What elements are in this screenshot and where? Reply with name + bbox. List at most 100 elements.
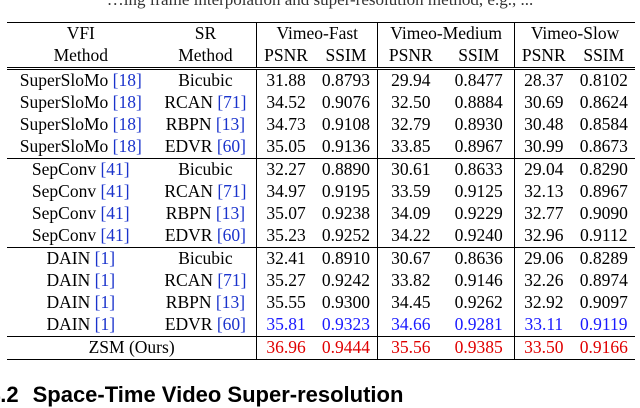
sr-citation: [71] xyxy=(217,181,247,202)
sr-method-cell: RBPN [13] xyxy=(154,203,258,225)
vfi-citation: [18] xyxy=(112,70,142,91)
metric-cell: 0.9229 xyxy=(443,203,516,225)
metric-cell: 29.06 xyxy=(514,247,573,270)
metric-cell: 0.8910 xyxy=(314,247,379,270)
metric-cell: 32.26 xyxy=(524,270,564,291)
metric-cell: 0.8930 xyxy=(443,114,516,136)
table-row: SepConv [41] EDVR [60] 35.23 0.9252 34.22 0.9… xyxy=(7,225,635,248)
metric-cell: 30.67 xyxy=(377,247,444,270)
sr-method-cell: Bicubic xyxy=(154,247,258,270)
sr-method-cell: EDVR [60] xyxy=(154,225,258,248)
vfi-citation: [41] xyxy=(100,203,130,224)
vfi-citation: [1] xyxy=(94,292,116,313)
vfi-method-name: SepConv xyxy=(31,203,97,224)
metric-cell: 34.22 xyxy=(391,225,431,246)
metric-cell: 0.8584 xyxy=(579,114,628,135)
vfi-citation: [18] xyxy=(112,114,142,135)
metric-header: PSNR xyxy=(377,45,444,69)
metric-cell: 32.27 xyxy=(256,158,315,181)
sr-method-name: RBPN xyxy=(165,114,212,135)
sr-method-name: Bicubic xyxy=(178,248,233,269)
sr-citation: [60] xyxy=(216,225,247,246)
vfi-method-cell: DAIN [1] xyxy=(7,247,155,270)
metric-cell: 0.8890 xyxy=(314,158,379,181)
metric-cell: 33.59 xyxy=(391,181,431,202)
vfi-citation: [1] xyxy=(94,314,116,335)
section-heading: 4.2 Space-Time Video Super-resolution xyxy=(0,382,640,408)
group-header-medium: Vimeo-Medium xyxy=(377,22,516,45)
section-title: Space-Time Video Super-resolution xyxy=(32,382,404,407)
vfi-method-name: SuperSloMo xyxy=(19,114,109,135)
sr-method-name: EDVR xyxy=(164,225,213,246)
metric-cell: 0.9242 xyxy=(314,270,379,292)
sr-header: SR xyxy=(154,22,258,45)
sr-citation: [71] xyxy=(217,270,247,291)
sr-method-name: RBPN xyxy=(165,292,212,313)
truncated-top-text: …ing frame interpolation and super-resol… xyxy=(0,0,640,12)
metric-cell: 0.8633 xyxy=(443,158,516,181)
vfi-method-name: DAIN xyxy=(46,270,91,291)
ours-label: ZSM (Ours) xyxy=(7,336,258,360)
sr-header-method: Method xyxy=(154,45,258,69)
metric-cell: 32.96 xyxy=(524,225,564,246)
table-row-ours: ZSM (Ours) 36.96 0.9444 35.56 0.9385 33.50 0.9… xyxy=(7,336,635,360)
vfi-method-name: SepConv xyxy=(31,225,97,246)
metric-cell: 31.88 xyxy=(256,67,315,92)
sr-method-cell: RBPN [13] xyxy=(154,114,258,136)
metric-cell: 0.9076 xyxy=(314,92,379,114)
vfi-method-cell: DAIN [1] xyxy=(7,270,155,292)
metric-cell: 33.85 xyxy=(391,136,431,157)
metric-cell: 0.9112 xyxy=(580,225,628,246)
metric-header: PSNR xyxy=(256,45,315,69)
metric-header: SSIM xyxy=(572,45,635,69)
metric-cell: 0.9136 xyxy=(314,136,379,159)
metric-cell: 35.81 xyxy=(266,314,306,335)
header-row-1: VFI SR Vimeo-Fast Vimeo-Medium Vimeo-Slo… xyxy=(7,22,635,45)
table-row: SepConv [41] Bicubic 32.27 0.8890 30.61 0.863… xyxy=(7,158,635,181)
metric-cell: 35.27 xyxy=(266,270,306,291)
metric-cell: 33.50 xyxy=(514,336,573,360)
vfi-citation: [18] xyxy=(112,136,142,157)
metric-cell: 34.97 xyxy=(266,181,306,202)
sr-method-cell: Bicubic xyxy=(154,158,258,181)
sr-method-cell: RCAN [71] xyxy=(154,181,258,203)
table-row: DAIN [1] EDVR [60] 35.81 0.9323 34.66 0.9281 3… xyxy=(7,314,635,337)
metric-cell: 0.8884 xyxy=(443,92,516,114)
metric-cell: 0.8290 xyxy=(572,158,635,181)
vfi-method-name: DAIN xyxy=(46,314,91,335)
metric-cell: 0.8102 xyxy=(572,67,635,92)
vfi-method-name: DAIN xyxy=(46,292,91,313)
metric-cell: 0.9281 xyxy=(443,314,516,337)
metric-cell: 0.9166 xyxy=(572,336,635,360)
metric-cell: 0.9262 xyxy=(443,292,516,314)
metric-cell: 0.9125 xyxy=(443,181,516,203)
vfi-method-cell: SuperSloMo [18] xyxy=(7,136,155,159)
metric-cell: 0.8624 xyxy=(579,92,628,113)
metric-cell: 0.9146 xyxy=(443,270,516,292)
metric-cell: 32.41 xyxy=(256,247,315,270)
sr-method-name: RCAN xyxy=(164,92,213,113)
table-row: SuperSloMo [18] EDVR [60] 35.05 0.9136 33.85… xyxy=(7,136,635,159)
metric-cell: 35.56 xyxy=(377,336,444,360)
metric-cell: 30.69 xyxy=(524,92,564,113)
vfi-method-cell: SepConv [41] xyxy=(7,225,155,248)
metric-cell: 0.8967 xyxy=(443,136,516,159)
metric-cell: 0.9195 xyxy=(314,181,379,203)
metric-cell: 0.8793 xyxy=(314,67,379,92)
metric-cell: 35.23 xyxy=(266,225,306,246)
metric-cell: 0.9097 xyxy=(579,292,628,313)
sr-method-name: RBPN xyxy=(165,203,212,224)
metric-cell: 0.9252 xyxy=(314,225,379,248)
sr-method-name: Bicubic xyxy=(178,70,233,91)
metric-cell: 32.50 xyxy=(391,92,431,113)
metric-cell: 29.04 xyxy=(514,158,573,181)
metric-header: SSIM xyxy=(443,45,516,69)
vfi-method-name: SuperSloMo xyxy=(19,70,109,91)
table-row: SuperSloMo [18] RCAN [71] 34.52 0.9076 32.50… xyxy=(7,92,635,114)
vfi-method-cell: SuperSloMo [18] xyxy=(7,67,155,92)
vfi-method-cell: SepConv [41] xyxy=(7,158,155,181)
metric-cell: 33.11 xyxy=(524,314,564,335)
table-row: DAIN [1] RBPN [13] 35.55 0.9300 34.45 0.9262 3… xyxy=(7,292,635,314)
vfi-citation: [1] xyxy=(94,248,116,269)
sr-method-name: EDVR xyxy=(164,136,213,157)
